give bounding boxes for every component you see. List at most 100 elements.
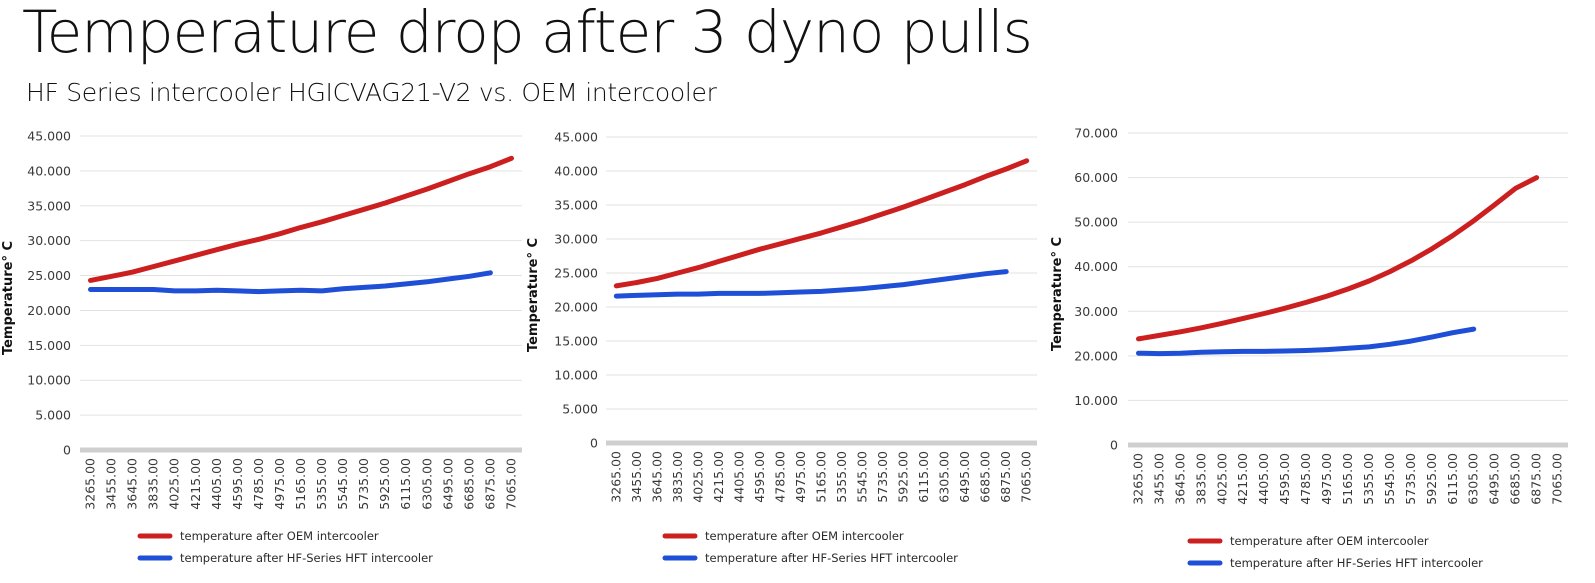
chart-2-y-tick-label: 35.000 — [554, 198, 598, 213]
chart-3-x-tick-label: 3835.00 — [1193, 453, 1208, 505]
chart-3-y-tick-label: 60.000 — [1074, 170, 1118, 185]
chart-1-x-tick-label: 3265.00 — [83, 458, 98, 510]
chart-3-x-tick-label: 4215.00 — [1235, 453, 1250, 505]
chart-3-x-tick-label: 5735.00 — [1403, 453, 1418, 505]
chart-1-x-tick-label: 5545.00 — [335, 458, 350, 510]
chart-3-x-tick-label: 6495.00 — [1487, 453, 1502, 505]
chart-2-y-tick-label: 10.000 — [554, 368, 598, 383]
chart-3-x-tick-label: 6875.00 — [1529, 453, 1544, 505]
chart-3-series-line-hft — [1136, 326, 1477, 357]
chart-2-x-tick-label: 5545.00 — [855, 451, 870, 503]
chart-2-x-tick-label: 5925.00 — [896, 451, 911, 503]
chart-3-x-tick-label: 3455.00 — [1151, 453, 1166, 505]
chart-2-legend-label: temperature after OEM intercooler — [705, 529, 904, 543]
chart-2-x-tick-label: 6875.00 — [998, 451, 1013, 503]
chart-2-x-tick-label: 3645.00 — [649, 451, 664, 503]
chart-3-x-tick-label: 6305.00 — [1466, 453, 1481, 505]
chart-3-x-tick-label: 4025.00 — [1214, 453, 1229, 505]
chart-3-y-tick-label: 0 — [1110, 438, 1118, 453]
chart-3-x-tick-label: 5165.00 — [1340, 453, 1355, 505]
chart-1-x-tick-label: 3835.00 — [146, 458, 161, 510]
page-subtitle: HF Series intercooler HGICVAG21-V2 vs. O… — [26, 78, 717, 107]
chart-1-legend-label: temperature after HF-Series HFT intercoo… — [180, 551, 433, 565]
chart-3-y-tick-label: 50.000 — [1074, 215, 1118, 230]
chart-2-x-tick-label: 5165.00 — [814, 451, 829, 503]
chart-2-x-tick-label: 6305.00 — [937, 451, 952, 503]
chart-1-x-tick-label: 5925.00 — [377, 458, 392, 510]
chart-3-x-tick-label: 4405.00 — [1256, 453, 1271, 505]
chart-1-x-tick-label: 3645.00 — [125, 458, 140, 510]
chart-2-y-tick-label: 25.000 — [554, 266, 598, 281]
chart-2-y-tick-label: 15.000 — [554, 334, 598, 349]
chart-3-y-axis-label: Temperature° C — [1050, 237, 1065, 351]
chart-2-y-tick-label: 5.000 — [562, 402, 598, 417]
chart-1-x-tick-label: 4025.00 — [167, 458, 182, 510]
chart-3-y-tick-label: 20.000 — [1074, 348, 1118, 363]
chart-2-x-tick-label: 3835.00 — [670, 451, 685, 503]
chart-2-y-tick-label: 40.000 — [554, 164, 598, 179]
chart-1-y-tick-label: 0 — [63, 443, 71, 458]
chart-1-y-tick-label: 40.000 — [27, 163, 71, 178]
chart-2-x-tick-label: 7065.00 — [1019, 451, 1034, 503]
chart-2-y-axis-label: Temperature° C — [526, 238, 541, 352]
chart-1-x-tick-label: 5355.00 — [314, 458, 329, 510]
chart-3-x-tick-label: 5545.00 — [1382, 453, 1397, 505]
chart-3-x-tick-label: 4785.00 — [1298, 453, 1313, 505]
chart-1-y-tick-label: 30.000 — [27, 233, 71, 248]
chart-3-x-tick-label: 4595.00 — [1277, 453, 1292, 505]
chart-2-x-tick-label: 4405.00 — [731, 451, 746, 503]
chart-3-y-tick-label: 30.000 — [1074, 304, 1118, 319]
chart-1-x-tick-label: 4405.00 — [209, 458, 224, 510]
chart-1-y-tick-label: 5.000 — [35, 408, 71, 423]
chart-1-x-tick-label: 4785.00 — [251, 458, 266, 510]
chart-2-x-tick-label: 4785.00 — [772, 451, 787, 503]
chart-1-x-tick-label: 7065.00 — [503, 458, 518, 510]
chart-3-x-tick-label: 5925.00 — [1424, 453, 1439, 505]
chart-3-x-tick-label: 5355.00 — [1361, 453, 1376, 505]
chart-1-x-tick-label: 6305.00 — [419, 458, 434, 510]
chart-2-series-line-oem — [613, 158, 1030, 289]
chart-1-series-line-hft — [88, 270, 493, 295]
chart-1-y-tick-label: 20.000 — [27, 303, 71, 318]
chart-1-y-axis-label: Temperature° C — [1, 241, 16, 355]
chart-2-x-tick-label: 3265.00 — [608, 451, 623, 503]
chart-1-y-tick-label: 35.000 — [27, 198, 71, 213]
page-title: Temperature drop after 3 dyno pulls — [22, 0, 1033, 66]
chart-1-series-line-oem — [88, 155, 514, 283]
chart-3-legend-label: temperature after OEM intercooler — [1230, 534, 1429, 548]
chart-2-y-tick-label: 0 — [590, 436, 598, 451]
chart-3-x-tick-label: 7065.00 — [1550, 453, 1565, 505]
chart-3-series-line-oem — [1136, 175, 1540, 342]
chart-2-legend-label: temperature after HF-Series HFT intercoo… — [705, 551, 958, 565]
chart-3-legend-label: temperature after HF-Series HFT intercoo… — [1230, 556, 1483, 570]
chart-2-x-tick-label: 6115.00 — [916, 451, 931, 503]
chart-1-y-tick-label: 15.000 — [27, 338, 71, 353]
chart-3-y-tick-label: 10.000 — [1074, 393, 1118, 408]
chart-3-x-tick-label: 4975.00 — [1319, 453, 1334, 505]
chart-1-x-tick-label: 4975.00 — [272, 458, 287, 510]
chart-2-x-tick-label: 4975.00 — [793, 451, 808, 503]
chart-2-x-tick-label: 3455.00 — [629, 451, 644, 503]
chart-3-x-tick-label: 6685.00 — [1508, 453, 1523, 505]
chart-2-y-tick-label: 20.000 — [554, 300, 598, 315]
chart-2-x-tick-label: 4215.00 — [711, 451, 726, 503]
chart-1-legend-label: temperature after OEM intercooler — [180, 529, 379, 543]
chart-3-x-tick-label: 3645.00 — [1172, 453, 1187, 505]
chart-2-x-tick-label: 5355.00 — [834, 451, 849, 503]
chart-1-x-tick-label: 4215.00 — [188, 458, 203, 510]
chart-1-x-tick-label: 6495.00 — [440, 458, 455, 510]
chart-2-x-tick-label: 4025.00 — [690, 451, 705, 503]
chart-2-x-tick-label: 4595.00 — [752, 451, 767, 503]
chart-2-y-tick-label: 30.000 — [554, 232, 598, 247]
chart-1-x-tick-label: 6685.00 — [461, 458, 476, 510]
chart-2-x-tick-label: 6685.00 — [978, 451, 993, 503]
chart-1-x-tick-label: 3455.00 — [104, 458, 119, 510]
chart-1-y-tick-label: 10.000 — [27, 373, 71, 388]
chart-1-x-tick-label: 5165.00 — [293, 458, 308, 510]
chart-2-y-tick-label: 45.000 — [554, 130, 598, 145]
chart-1-x-tick-label: 6115.00 — [398, 458, 413, 510]
chart-1-x-tick-label: 4595.00 — [230, 458, 245, 510]
